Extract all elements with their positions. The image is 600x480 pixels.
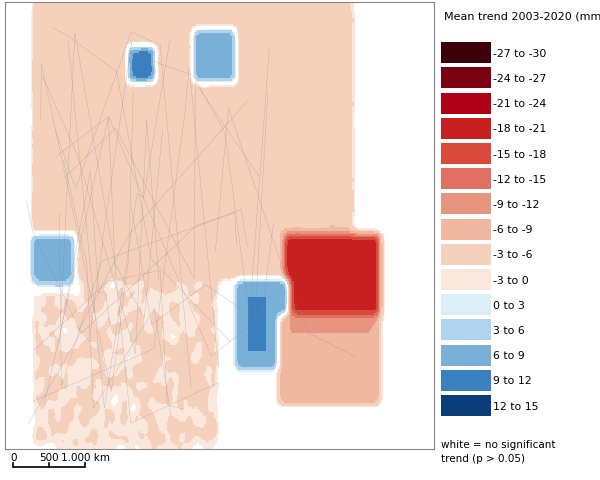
Text: 3 to 6: 3 to 6: [493, 325, 525, 335]
Bar: [441, 395, 491, 416]
Text: 0 to 3: 0 to 3: [493, 300, 525, 310]
Text: -3 to -6: -3 to -6: [493, 250, 532, 260]
Bar: [441, 345, 491, 366]
Bar: [441, 194, 491, 215]
Text: -21 to -24: -21 to -24: [493, 99, 546, 109]
Text: 500: 500: [40, 452, 59, 462]
Text: Mean trend 2003-2020 (mm/a): Mean trend 2003-2020 (mm/a): [444, 12, 600, 22]
Text: -9 to -12: -9 to -12: [493, 200, 539, 210]
Bar: [441, 169, 491, 190]
Text: -27 to -30: -27 to -30: [493, 48, 547, 59]
Bar: [441, 219, 491, 240]
Text: 12 to 15: 12 to 15: [493, 401, 538, 411]
Bar: [441, 94, 491, 114]
Bar: [441, 43, 491, 64]
Bar: [441, 320, 491, 341]
Text: -15 to -18: -15 to -18: [493, 149, 546, 159]
Text: 6 to 9: 6 to 9: [493, 350, 525, 360]
Bar: [441, 244, 491, 265]
Bar: [441, 295, 491, 315]
Text: -18 to -21: -18 to -21: [493, 124, 546, 134]
Text: white = no significant
trend (p > 0.05): white = no significant trend (p > 0.05): [441, 439, 556, 463]
Bar: [441, 269, 491, 290]
Text: 0: 0: [10, 452, 16, 462]
Text: 9 to 12: 9 to 12: [493, 375, 532, 385]
Text: 1.000 km: 1.000 km: [61, 452, 110, 462]
Bar: [441, 144, 491, 165]
Bar: [441, 68, 491, 89]
Text: -12 to -15: -12 to -15: [493, 174, 546, 184]
Bar: [441, 119, 491, 140]
Bar: [441, 370, 491, 391]
Text: -6 to -9: -6 to -9: [493, 225, 532, 235]
Text: -3 to 0: -3 to 0: [493, 275, 529, 285]
Text: -24 to -27: -24 to -27: [493, 74, 546, 84]
